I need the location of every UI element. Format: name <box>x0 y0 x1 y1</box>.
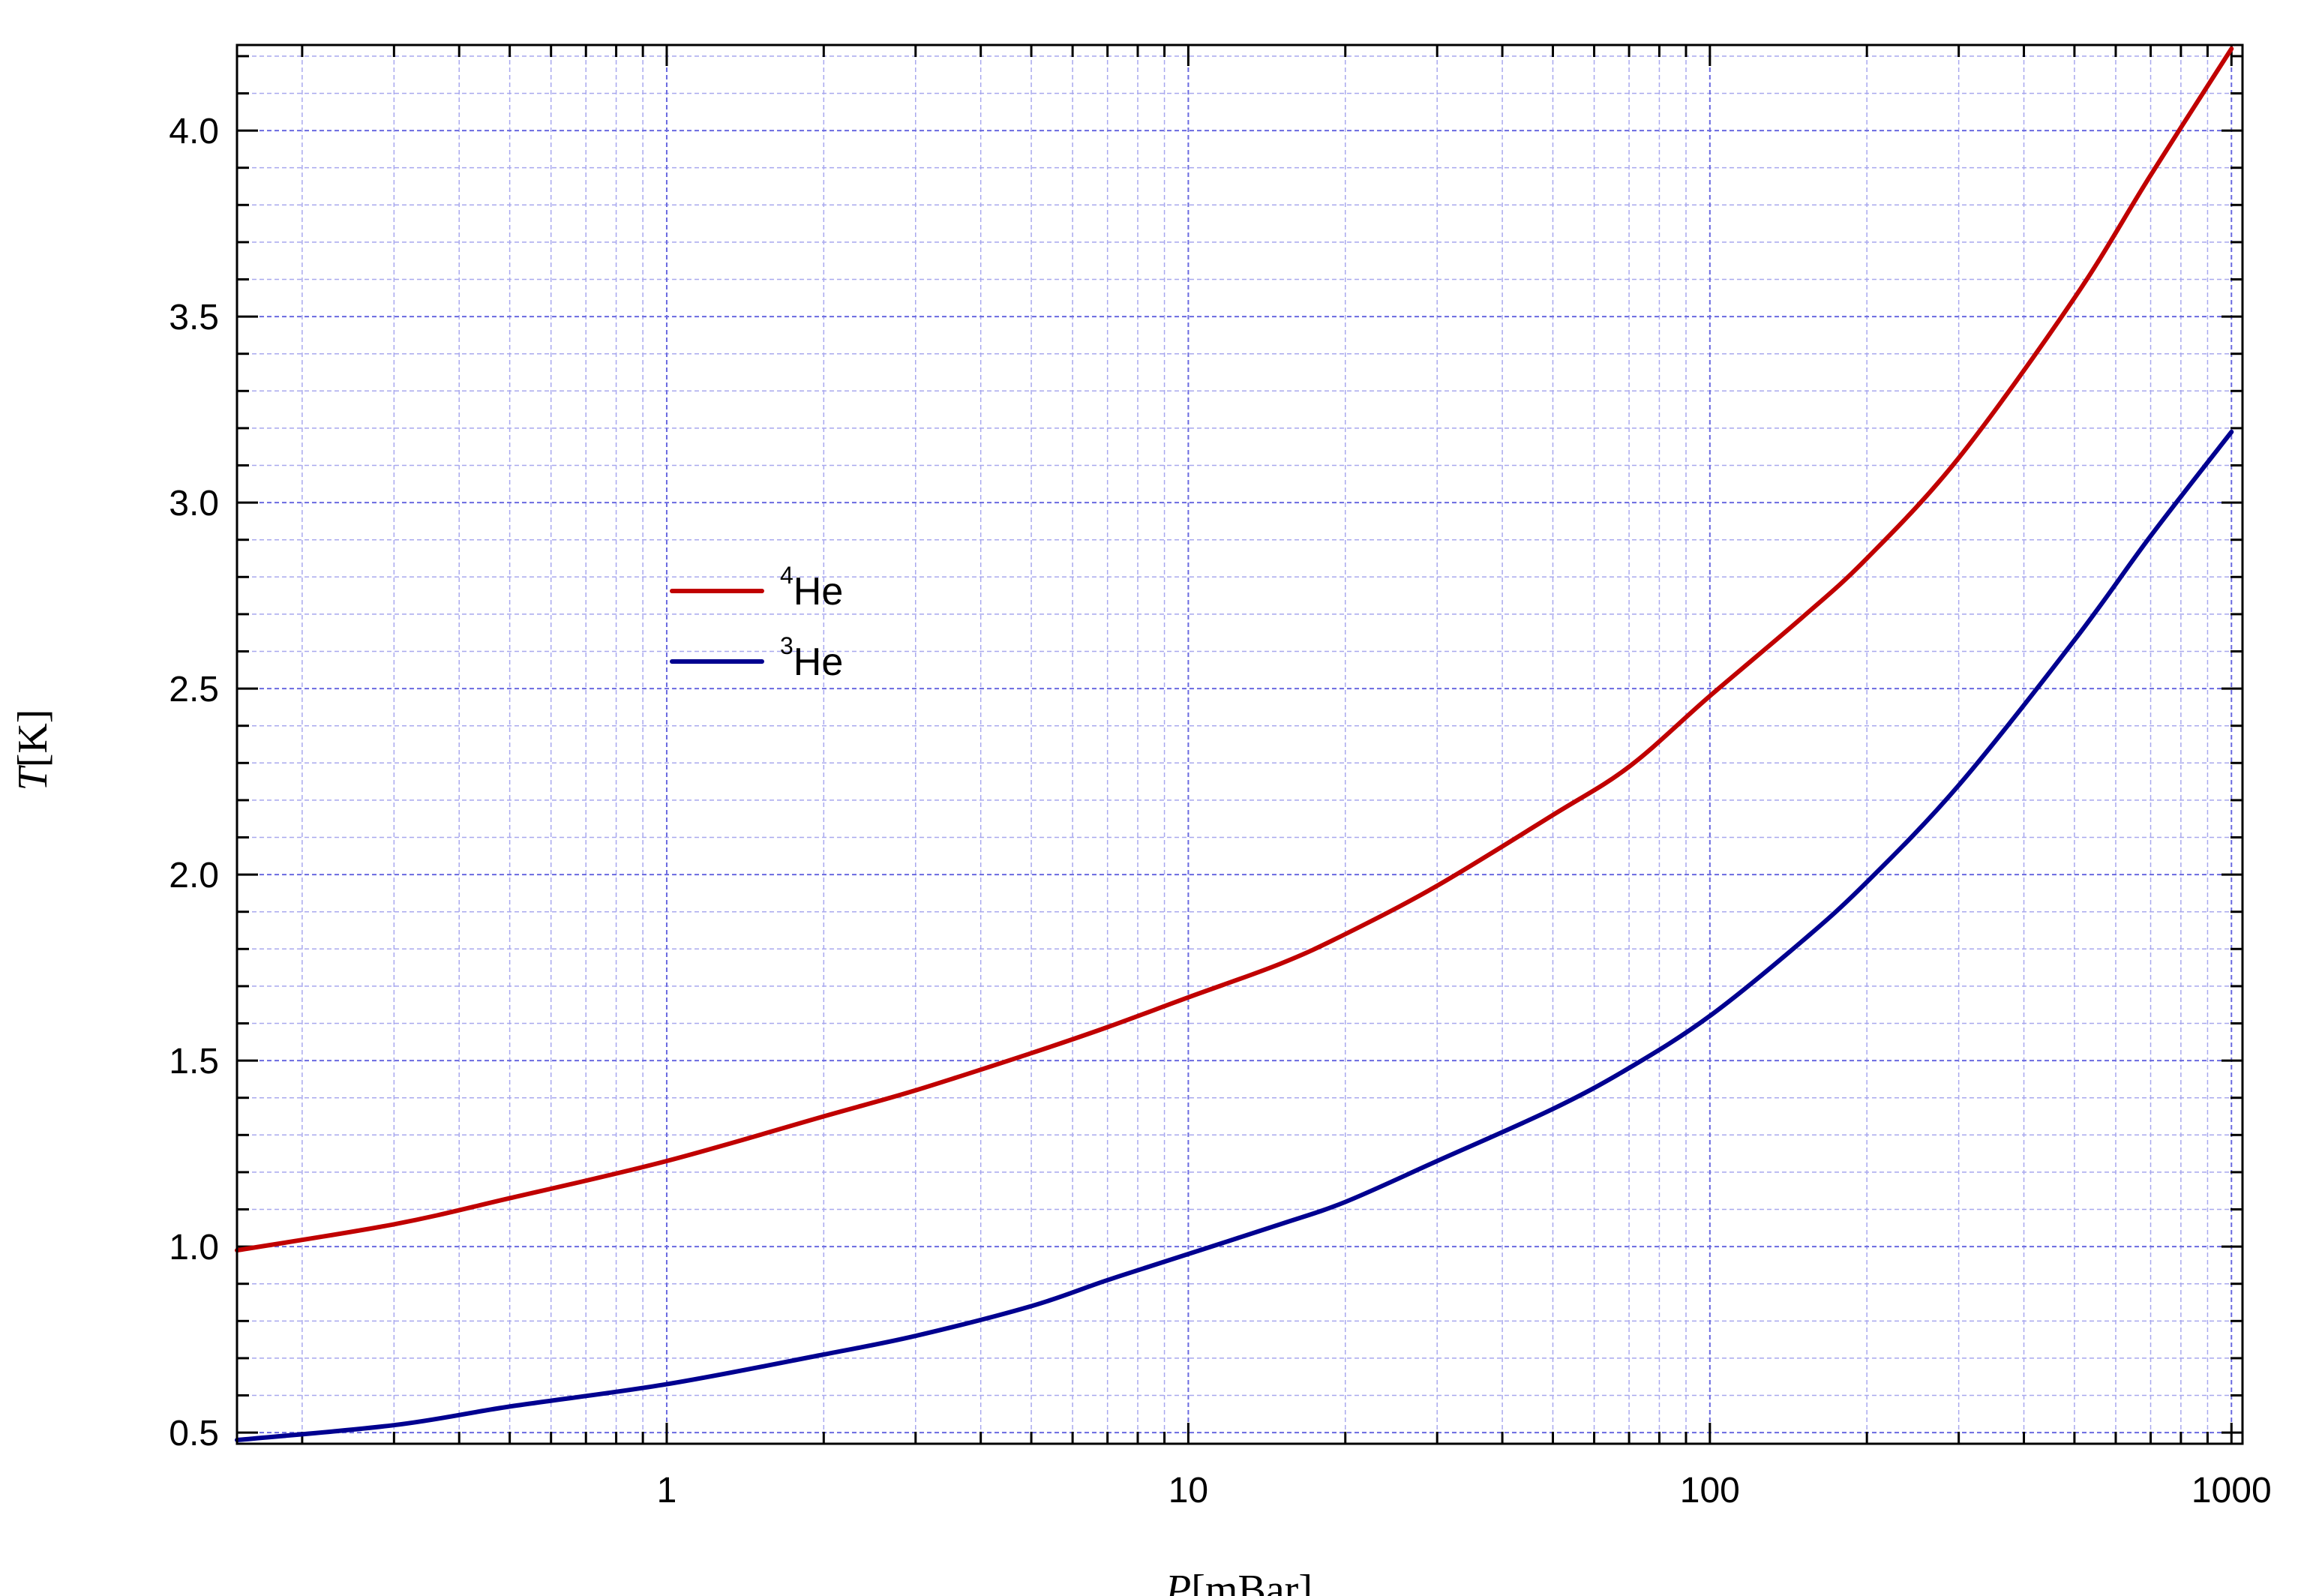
legend-text-he3: He <box>794 640 843 684</box>
y-axis-unit: [K] <box>10 710 56 768</box>
legend-label-he4: 4He <box>780 562 843 614</box>
minor-gridlines <box>237 45 2242 1444</box>
x-tick-label: 100 <box>1680 1471 1740 1510</box>
major-gridlines <box>237 45 2242 1444</box>
legend-text-he4: He <box>794 570 843 614</box>
legend-sup-he3: 3 <box>780 632 794 659</box>
y-tick-label: 0.5 <box>169 1414 219 1454</box>
y-axis-title: T[K] <box>10 710 56 791</box>
series-line-he4 <box>235 46 2234 1253</box>
x-axis-variable: P <box>1165 1567 1191 1596</box>
x-tick-label: 1000 <box>2192 1471 2272 1510</box>
series-lines <box>235 46 2234 1442</box>
y-tick-label: 1.0 <box>169 1228 219 1268</box>
y-tick-label: 4.0 <box>169 112 219 152</box>
x-axis-unit: [mBar] <box>1191 1567 1312 1596</box>
y-tick-label: 2.0 <box>169 856 219 896</box>
y-tick-label: 1.5 <box>169 1042 219 1082</box>
y-axis-variable: T <box>10 764 56 790</box>
series-line-he3 <box>235 429 2234 1442</box>
axis-ticks <box>237 45 2242 1444</box>
legend: 4He 3He <box>670 562 843 684</box>
x-tick-label: 10 <box>1168 1471 1208 1510</box>
y-tick-label: 3.5 <box>169 298 219 338</box>
x-tick-label: 1 <box>657 1471 677 1510</box>
y-tick-label: 3.0 <box>169 484 219 524</box>
plot-frame <box>236 44 2244 1445</box>
y-tick-label: 2.5 <box>169 670 219 710</box>
x-axis-title: P[mBar] <box>1165 1567 1312 1596</box>
legend-label-he3: 3He <box>780 632 843 684</box>
legend-sup-he4: 4 <box>780 562 794 589</box>
x-tick-labels: 1 10 100 1000 <box>657 1471 2272 1510</box>
y-tick-labels: 0.5 1.0 1.5 2.0 2.5 3.0 3.5 4.0 <box>169 112 219 1454</box>
